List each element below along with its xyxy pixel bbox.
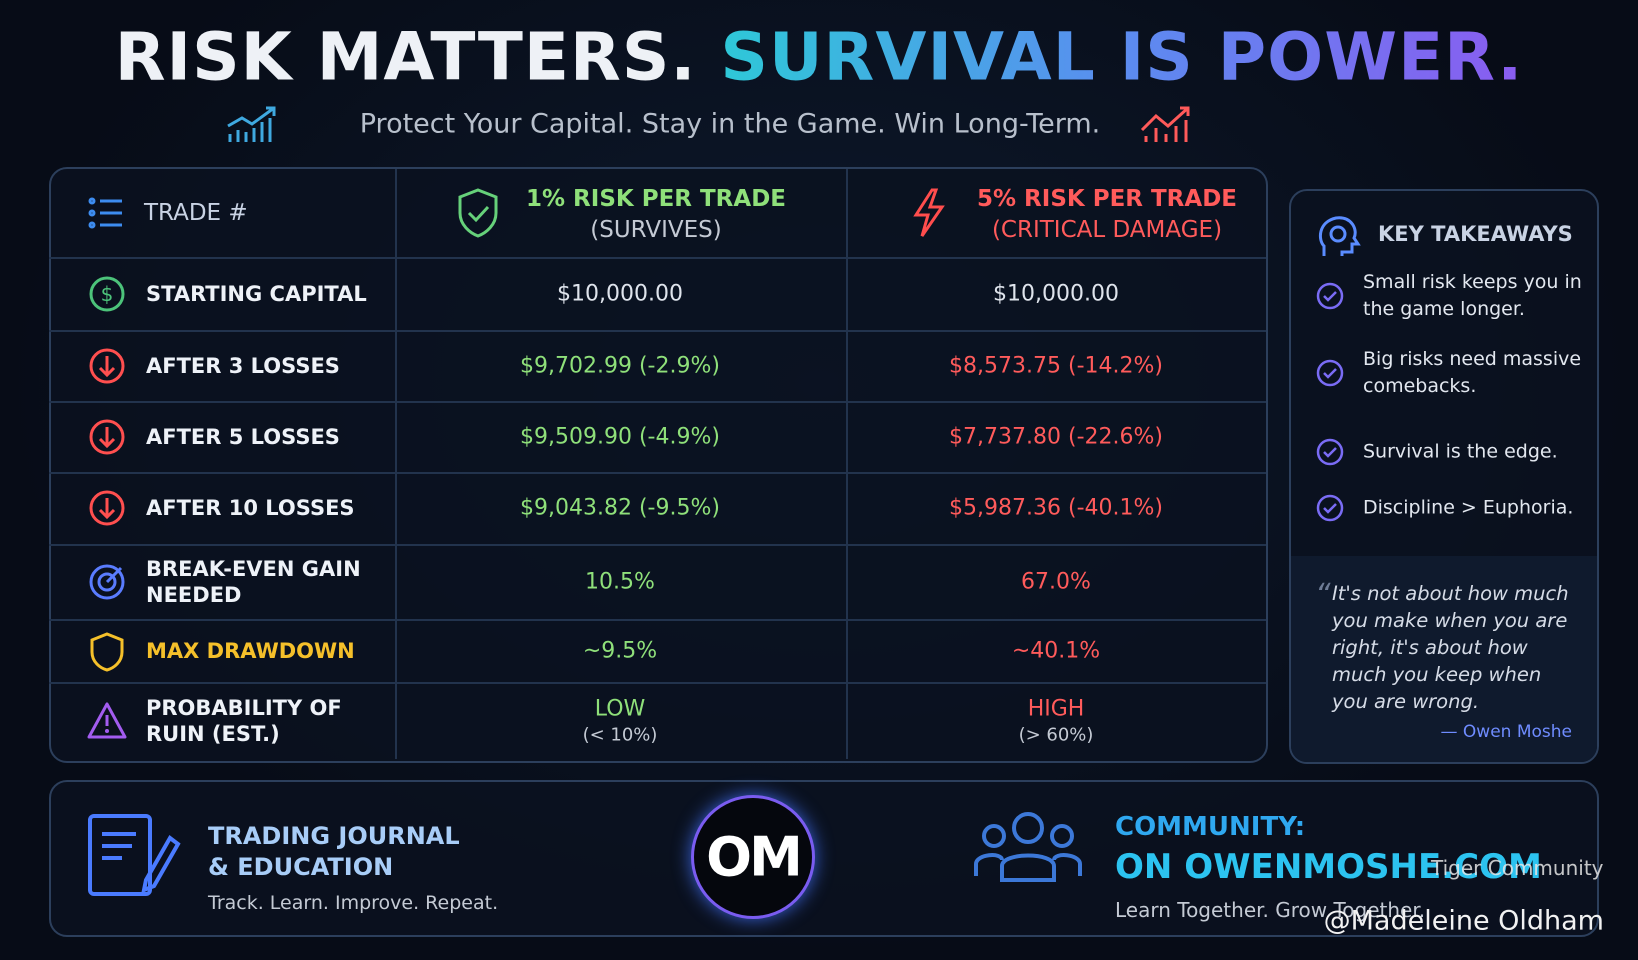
check-icon <box>1315 358 1345 392</box>
column-header: 1% RISK PER TRADE <box>525 186 787 212</box>
takeaway-item: Big risks need massive comebacks. <box>1363 348 1582 397</box>
check-icon <box>1315 281 1345 315</box>
row-label: AFTER 3 LOSSES <box>146 353 340 378</box>
cell-value: ~40.1% <box>1011 638 1101 663</box>
community-label: COMMUNITY: <box>1115 812 1306 842</box>
column-note: (SURVIVES) <box>590 217 722 243</box>
journal-tagline: Track. Learn. Improve. Repeat. <box>208 892 499 914</box>
community-icon <box>974 812 1082 882</box>
cell-value: HIGH <box>1027 696 1085 721</box>
footer-panel <box>49 780 1599 937</box>
row-label: MAX DRAWDOWN <box>146 638 355 663</box>
cell-value: LOW <box>594 696 646 721</box>
cell-value: $8,573.75 (-14.2%) <box>949 353 1163 378</box>
takeaway-item: Small risk keeps you in the game longer. <box>1363 271 1582 320</box>
takeaways-title: KEY TAKEAWAYS <box>1378 222 1573 246</box>
cell-value: ~9.5% <box>582 638 658 663</box>
cell-value: $9,702.99 (-2.9%) <box>520 353 720 378</box>
takeaway-item: Discipline > Euphoria. <box>1363 496 1574 519</box>
logo: OM <box>706 825 803 889</box>
logo-circle <box>691 795 815 919</box>
row-divider <box>49 682 1266 684</box>
cell-note: (< 10%) <box>582 724 658 745</box>
title-part: RISK MATTERS. <box>114 18 697 96</box>
head-icon <box>1318 216 1361 256</box>
row-divider <box>49 472 1266 474</box>
cell-value: $9,509.90 (-4.9%) <box>520 424 720 449</box>
takeaways-panel <box>1289 189 1599 764</box>
row-icon <box>87 346 127 392</box>
cell-note: (> 60%) <box>1018 724 1094 745</box>
row-label: AFTER 5 LOSSES <box>146 424 340 449</box>
row-icon <box>87 488 127 534</box>
quote-area <box>1291 556 1597 762</box>
column-header: TRADE # <box>144 200 248 226</box>
community-url: ON OWENMOSHE.COM <box>1115 847 1542 887</box>
watermark-brand: Tiger Community <box>1431 856 1604 880</box>
subtitle: Protect Your Capital. Stay in the Game. … <box>359 108 1101 140</box>
takeaway-item: Survival is the edge. <box>1363 440 1558 463</box>
row-icon: $ <box>87 274 127 320</box>
community-tagline: Learn Together. Grow Together. <box>1115 898 1426 922</box>
title: RISK MATTERS. SURVIVAL IS POWER. <box>115 19 1524 96</box>
quote: It's not about how much you make when yo… <box>1332 582 1569 713</box>
row-icon <box>87 417 127 463</box>
chart-icon <box>227 106 276 142</box>
check-icon <box>1315 437 1345 471</box>
row-label: BREAK-EVEN GAIN NEEDED <box>146 556 361 607</box>
row-divider <box>49 330 1266 332</box>
row-divider <box>49 619 1266 621</box>
cell-value: 10.5% <box>585 569 655 594</box>
bolt-icon <box>910 187 946 243</box>
journal-icon <box>88 814 181 896</box>
row-icon <box>87 701 127 747</box>
shield-icon <box>456 187 500 243</box>
comparison-table <box>49 167 1268 763</box>
row-label: AFTER 10 LOSSES <box>146 496 355 520</box>
quote-mark: “ <box>1315 578 1331 613</box>
column-divider <box>846 169 848 759</box>
row-divider <box>49 257 1266 259</box>
quote-author: — Owen Moshe <box>1440 722 1572 742</box>
cell-value: $7,737.80 (-22.6%) <box>949 424 1163 449</box>
watermark-user: @Madeleine Oldham <box>1323 905 1604 937</box>
row-divider <box>49 544 1266 546</box>
cell-value: 67.0% <box>1021 569 1091 594</box>
title-part: SURVIVAL IS POWER. <box>720 18 1524 96</box>
cell-value: $9,043.82 (-9.5%) <box>520 495 720 521</box>
cell-value: $5,987.36 (-40.1%) <box>949 495 1163 521</box>
column-header: 5% RISK PER TRADE <box>976 186 1238 212</box>
list-icon <box>88 196 124 234</box>
column-note: (CRITICAL DAMAGE) <box>991 217 1223 243</box>
row-icon <box>87 562 127 608</box>
column-divider <box>395 169 397 759</box>
row-label: STARTING CAPITAL <box>146 281 367 306</box>
journal-title: TRADING JOURNAL & EDUCATION <box>208 822 460 881</box>
row-divider <box>49 401 1266 403</box>
row-label: PROBABILITY OF RUIN (EST.) <box>146 695 342 746</box>
row-icon <box>87 631 127 677</box>
chart-icon <box>1140 106 1190 142</box>
svg-text:$: $ <box>101 282 114 306</box>
cell-value: $10,000.00 <box>557 281 683 306</box>
cell-value: $10,000.00 <box>993 281 1119 306</box>
check-icon <box>1315 493 1345 527</box>
